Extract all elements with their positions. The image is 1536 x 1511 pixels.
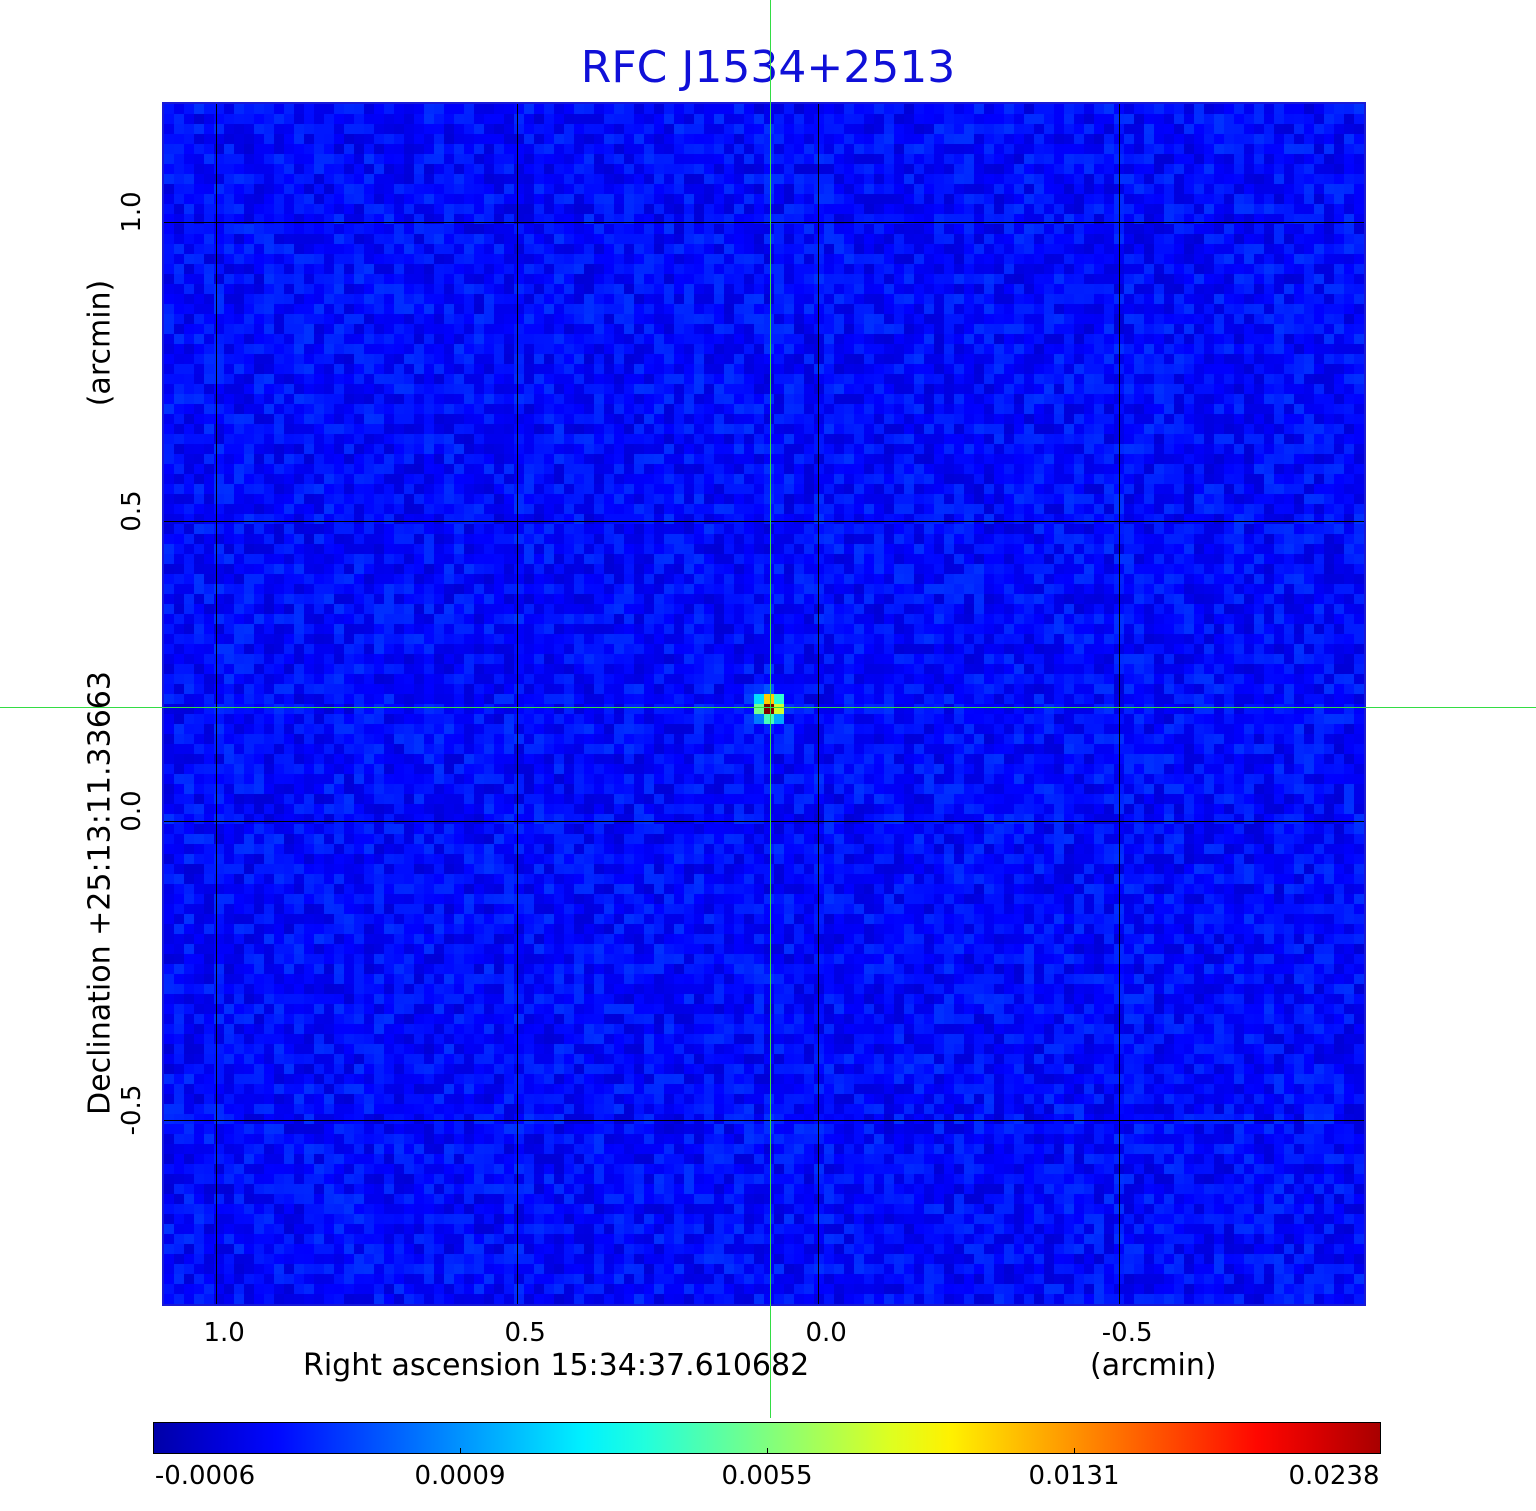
- colorbar-tick-label: 0.0055: [721, 1461, 813, 1491]
- grid-line-y-3: [164, 1120, 1364, 1122]
- x-axis-unit: (arcmin): [1090, 1348, 1217, 1383]
- colorbar-tick-label: 0.0238: [1288, 1461, 1380, 1491]
- grid-line-y-1: [164, 521, 1364, 523]
- colorbar-tick-label: -0.0006: [154, 1461, 256, 1491]
- crosshair-vertical: [770, 0, 771, 1418]
- colorbar-tick-mark: [767, 1448, 768, 1454]
- grid-line-x-0: [216, 104, 218, 1304]
- grid-line-x-3: [1119, 104, 1121, 1304]
- grid-line-y-0: [164, 221, 1364, 223]
- grid-line-x-2: [818, 104, 820, 1304]
- y-tick-label: 0.5: [117, 490, 147, 532]
- crosshair-horizontal: [0, 707, 1536, 708]
- x-tick-label: 1.0: [203, 1318, 245, 1348]
- colorbar-tick-mark: [460, 1448, 461, 1454]
- colorbar-tick-label: 0.0009: [414, 1461, 506, 1491]
- y-tick-label: 0.0: [117, 790, 147, 832]
- colorbar-tick-mark: [1074, 1448, 1075, 1454]
- x-tick-label: 0.0: [805, 1318, 847, 1348]
- x-tick-label: -0.5: [1101, 1318, 1153, 1348]
- intensity-map: [164, 104, 1364, 1304]
- y-axis-unit: (arcmin): [82, 279, 118, 407]
- grid-line-x-1: [517, 104, 519, 1304]
- image-plot-area[interactable]: [162, 102, 1366, 1306]
- x-axis-label: Right ascension 15:34:37.610682: [303, 1348, 810, 1383]
- y-tick-label: -0.5: [117, 1084, 147, 1136]
- y-tick-label: 1.0: [117, 191, 147, 233]
- chart-title: RFC J1534+2513: [580, 42, 956, 93]
- colorbar-tick-label: 0.0131: [1028, 1461, 1120, 1491]
- x-tick-label: 0.5: [504, 1318, 546, 1348]
- y-axis-label: Declination +25:13:11.33663: [82, 671, 118, 1115]
- grid-line-y-2: [164, 820, 1364, 822]
